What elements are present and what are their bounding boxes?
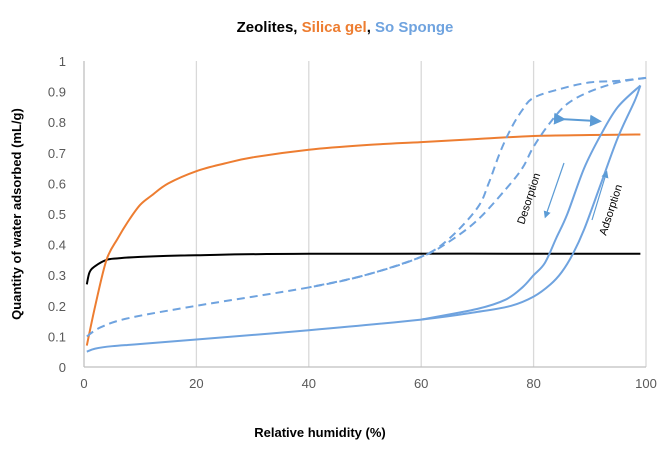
desorption-arrow: [543, 162, 565, 219]
adsorption-label: Adsorption: [597, 183, 625, 237]
double-arrow: [553, 112, 602, 127]
series-line-so-sponge-adsorption-solid-: [86, 85, 642, 353]
x-tick-label: 40: [302, 376, 316, 391]
adsorption-arrow: [591, 170, 609, 221]
x-axis-label: Relative humidity (%): [254, 425, 385, 440]
series-line-so-sponge-adsorption-dashed-: [86, 76, 647, 338]
y-tick-label: 0: [59, 360, 66, 375]
x-tick-label: 100: [635, 376, 657, 391]
y-tick-label: 0.4: [48, 238, 66, 253]
y-tick-label: 0.5: [48, 207, 66, 222]
series-line-so-sponge-desorption-dashed-: [308, 76, 647, 289]
title-part: ,: [293, 19, 301, 36]
y-tick-label: 0.7: [48, 146, 66, 161]
title-part: ,: [367, 19, 375, 36]
chart-title: Zeolites, Silica gel, So Sponge: [237, 19, 454, 36]
title-part: So Sponge: [375, 19, 453, 36]
y-tick-label: 1: [59, 54, 66, 69]
y-tick-label: 0.9: [48, 85, 66, 100]
y-tick-label: 0.1: [48, 329, 66, 344]
series-line-silica-gel: [85, 133, 641, 346]
series-line-so-sponge-desorption-solid-: [421, 84, 642, 321]
title-part: Zeolites: [237, 19, 294, 36]
y-tick-label: 0.6: [48, 176, 66, 191]
desorption-label: Desorption: [515, 172, 543, 226]
y-tick-label: 0.2: [48, 299, 66, 314]
y-tick-label: 0.3: [48, 268, 66, 283]
title-part: Silica gel: [302, 19, 367, 36]
y-tick-label: 0.8: [48, 115, 66, 130]
series-line-zeolites: [85, 252, 641, 285]
x-tick-label: 60: [414, 376, 428, 391]
y-axis-label: Quantity of water adsorbed (mL/g): [9, 108, 24, 320]
x-tick-label: 0: [80, 376, 87, 391]
x-tick-label: 80: [526, 376, 540, 391]
x-tick-label: 20: [189, 376, 203, 391]
